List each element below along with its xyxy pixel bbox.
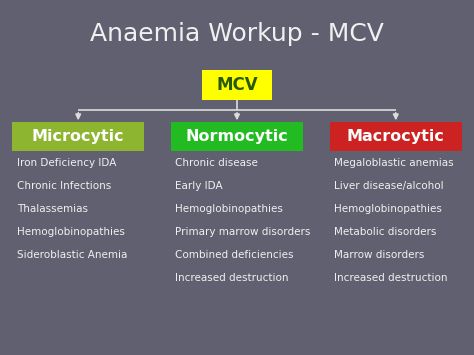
Text: Primary marrow disorders: Primary marrow disorders xyxy=(175,227,311,237)
Text: Early IDA: Early IDA xyxy=(175,181,223,191)
Text: MCV: MCV xyxy=(216,76,258,94)
Text: Combined deficiencies: Combined deficiencies xyxy=(175,250,294,260)
FancyBboxPatch shape xyxy=(202,70,272,100)
Text: Increased destruction: Increased destruction xyxy=(334,273,447,283)
Text: Increased destruction: Increased destruction xyxy=(175,273,289,283)
FancyBboxPatch shape xyxy=(171,122,303,151)
Text: Macrocytic: Macrocytic xyxy=(347,129,445,144)
Text: Chronic Infections: Chronic Infections xyxy=(17,181,111,191)
FancyBboxPatch shape xyxy=(12,122,144,151)
Text: Normocytic: Normocytic xyxy=(186,129,288,144)
Text: Sideroblastic Anemia: Sideroblastic Anemia xyxy=(17,250,127,260)
Text: Iron Deficiency IDA: Iron Deficiency IDA xyxy=(17,158,116,168)
Text: Hemoglobinopathies: Hemoglobinopathies xyxy=(17,227,125,237)
Text: Anaemia Workup - MCV: Anaemia Workup - MCV xyxy=(90,22,384,46)
Text: Microcytic: Microcytic xyxy=(32,129,125,144)
Text: Chronic disease: Chronic disease xyxy=(175,158,258,168)
Text: Hemoglobinopathies: Hemoglobinopathies xyxy=(334,204,442,214)
Text: Metabolic disorders: Metabolic disorders xyxy=(334,227,437,237)
Text: Hemoglobinopathies: Hemoglobinopathies xyxy=(175,204,283,214)
FancyBboxPatch shape xyxy=(330,122,462,151)
Text: Liver disease/alcohol: Liver disease/alcohol xyxy=(334,181,444,191)
Text: Marrow disorders: Marrow disorders xyxy=(334,250,425,260)
Text: Thalassemias: Thalassemias xyxy=(17,204,88,214)
Text: Megaloblastic anemias: Megaloblastic anemias xyxy=(334,158,454,168)
